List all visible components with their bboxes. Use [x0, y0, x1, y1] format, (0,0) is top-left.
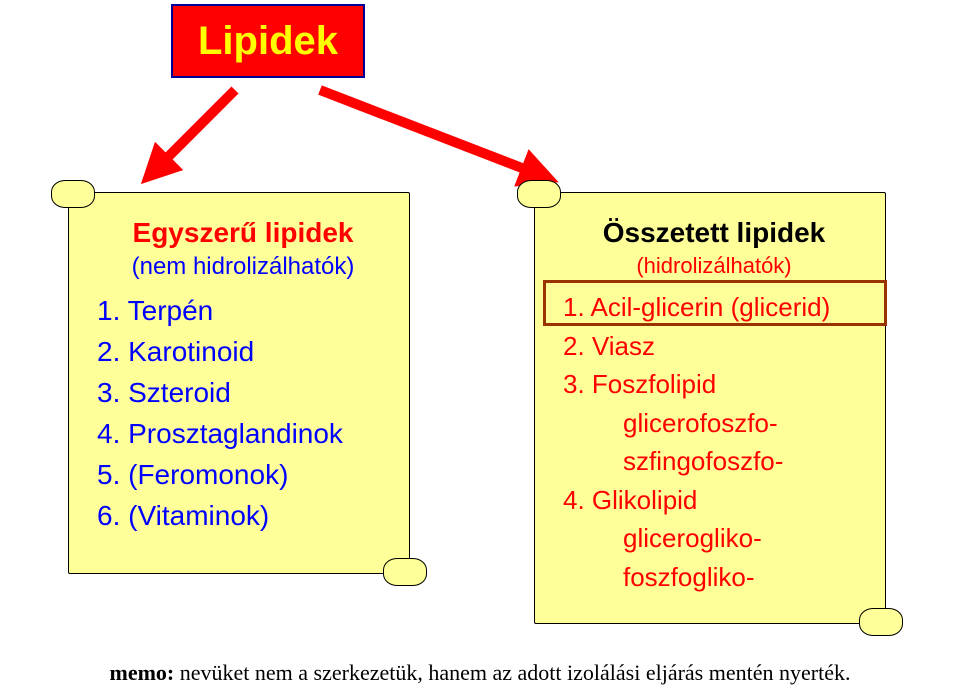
- title-text: Lipidek: [198, 19, 338, 64]
- arrow-right: [300, 70, 560, 195]
- list-item: glicerogliko-: [623, 522, 865, 555]
- list-item: foszfogliko-: [623, 561, 865, 594]
- memo-rest: nevüket nem a szerkezetük, hanem az adot…: [174, 660, 850, 685]
- title-box: Lipidek: [171, 4, 365, 78]
- scroll-curl-icon: [517, 180, 561, 208]
- list-item: 4. Prosztaglandinok: [97, 416, 389, 451]
- list-item: 2. Viasz: [563, 330, 865, 363]
- right-list: 1. Acil-glicerin (glicerid)2. Viasz3. Fo…: [563, 291, 865, 593]
- memo-text: memo: nevüket nem a szerkezetük, hanem a…: [0, 660, 960, 686]
- scroll-curl-icon: [383, 558, 427, 586]
- left-scroll: Egyszerű lipidek (nem hidrolizálhatók) 1…: [68, 192, 410, 574]
- list-item: 6. (Vitaminok): [97, 498, 389, 533]
- right-subheading: (hidrolizálhatók): [563, 253, 865, 279]
- list-item: 1. Terpén: [97, 293, 389, 328]
- right-scroll: Összetett lipidek (hidrolizálhatók) 1. A…: [534, 192, 886, 624]
- highlight-box: [543, 280, 887, 326]
- list-item: 3. Szteroid: [97, 375, 389, 410]
- scroll-curl-icon: [51, 180, 95, 208]
- arrow-left: [135, 70, 255, 190]
- list-item: 3. Foszfolipid: [563, 368, 865, 401]
- list-item: 4. Glikolipid: [563, 484, 865, 517]
- left-list: 1. Terpén 2. Karotinoid 3. Szteroid 4. Pros…: [97, 293, 389, 533]
- left-subheading: (nem hidrolizálhatók): [97, 253, 389, 281]
- list-item: 2. Karotinoid: [97, 334, 389, 369]
- list-item: 5. (Feromonok): [97, 457, 389, 492]
- memo-bold: memo:: [110, 660, 175, 685]
- right-heading: Összetett lipidek: [563, 217, 865, 249]
- list-item: szfingofoszfo-: [623, 445, 865, 478]
- list-item: glicerofoszfo-: [623, 407, 865, 440]
- left-heading: Egyszerű lipidek: [97, 217, 389, 249]
- scroll-curl-icon: [859, 608, 903, 636]
